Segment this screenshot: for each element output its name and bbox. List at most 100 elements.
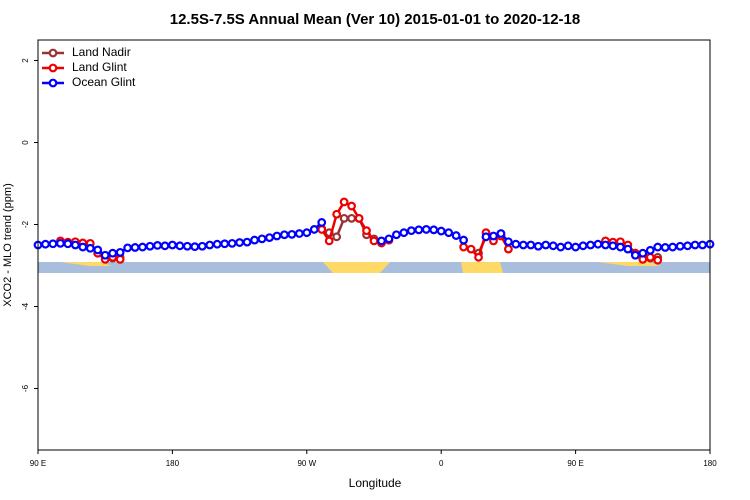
point <box>48 239 58 249</box>
point <box>489 231 498 241</box>
point <box>533 241 543 251</box>
point <box>675 241 685 251</box>
point <box>167 240 177 250</box>
point <box>414 225 424 235</box>
point <box>235 238 245 247</box>
point <box>257 234 267 244</box>
x-axis-label: Longitude <box>349 476 402 490</box>
point <box>593 239 603 249</box>
point <box>309 225 319 234</box>
point <box>153 241 162 250</box>
point <box>578 241 588 251</box>
point <box>481 232 491 242</box>
point <box>339 213 349 223</box>
legend-label: Land Glint <box>72 60 127 74</box>
point <box>332 232 342 242</box>
point <box>302 228 312 238</box>
point <box>108 248 118 258</box>
point <box>212 239 222 249</box>
point <box>474 252 483 262</box>
point <box>265 233 274 243</box>
point <box>354 213 364 223</box>
y-axis-label: XCO2 - MLO trend (ppm) <box>2 183 14 306</box>
point <box>429 225 439 235</box>
x-tick-label: 180 <box>703 459 717 468</box>
point <box>563 241 573 251</box>
plot-frame <box>37 39 711 451</box>
y-tick-label: -2 <box>21 220 30 228</box>
point <box>347 201 357 211</box>
point <box>332 209 342 219</box>
point <box>451 231 461 240</box>
x-tick-label: 0 <box>439 459 444 468</box>
point <box>504 237 513 247</box>
point <box>280 230 289 240</box>
point <box>518 240 528 250</box>
point <box>630 250 640 260</box>
point <box>399 228 409 238</box>
point <box>645 245 655 255</box>
point <box>294 229 304 238</box>
x-tick-label: 90 E <box>30 459 46 468</box>
point <box>698 240 707 250</box>
point <box>324 236 334 246</box>
x-tick-label: 90 W <box>297 459 316 468</box>
series-line <box>60 200 659 262</box>
point <box>85 243 95 253</box>
point <box>115 247 125 257</box>
legend-label: Ocean Glint <box>72 75 136 89</box>
point <box>421 225 431 234</box>
point <box>541 240 551 250</box>
point <box>586 240 595 250</box>
point <box>41 239 50 249</box>
point <box>511 239 521 249</box>
point <box>63 239 73 249</box>
point <box>466 244 476 254</box>
point <box>459 242 469 252</box>
point <box>526 240 536 250</box>
point <box>653 242 663 252</box>
point <box>100 250 110 260</box>
point <box>653 255 663 265</box>
point <box>601 240 610 250</box>
x-tick-label: 180 <box>166 459 180 468</box>
point <box>556 242 566 252</box>
point <box>608 241 618 251</box>
land-ocean-strip <box>38 262 710 273</box>
point <box>377 236 386 246</box>
point <box>272 231 282 241</box>
point <box>690 240 700 250</box>
point <box>130 243 140 252</box>
point <box>683 241 692 251</box>
point <box>145 241 155 251</box>
point <box>242 237 252 247</box>
point <box>668 242 678 252</box>
point <box>197 241 207 251</box>
y-tick-label: 2 <box>21 58 30 63</box>
point <box>190 242 200 252</box>
point <box>645 252 655 262</box>
point <box>70 240 80 250</box>
legend-marker <box>48 63 58 73</box>
point <box>496 229 506 238</box>
point <box>436 226 446 236</box>
x-tick-label: 90 E <box>567 459 583 468</box>
y-tick-label: -4 <box>21 302 30 310</box>
chart-title: 12.5S-7.5S Annual Mean (Ver 10) 2015-01-… <box>170 11 581 28</box>
point <box>205 240 215 250</box>
point <box>175 241 185 251</box>
point <box>571 242 580 252</box>
point <box>138 242 147 252</box>
legend-label: Land Nadir <box>72 45 131 59</box>
point <box>220 239 230 249</box>
point <box>369 236 379 246</box>
point <box>392 230 401 240</box>
point <box>504 244 513 254</box>
point <box>347 213 357 223</box>
point <box>78 242 88 252</box>
y-tick-label: -6 <box>21 384 30 392</box>
point <box>444 228 454 238</box>
point <box>459 235 469 245</box>
point <box>362 226 371 236</box>
